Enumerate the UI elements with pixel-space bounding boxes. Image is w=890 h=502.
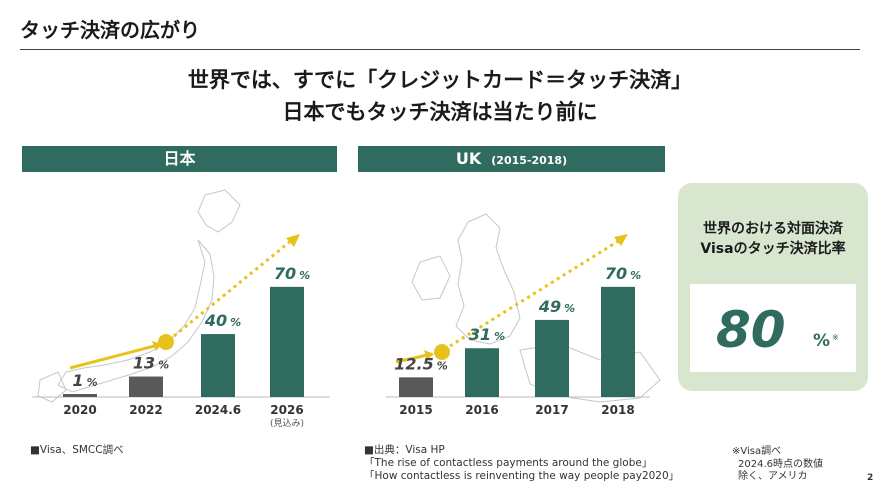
uk-bar	[601, 286, 635, 397]
uk-category-label: 2017	[535, 403, 568, 417]
uk-unit-label: %	[630, 269, 641, 282]
uk-source-line: ■出典：Visa HP	[364, 444, 445, 456]
title-divider	[20, 49, 860, 50]
global-stat-footnote-mark: ※	[832, 333, 839, 342]
japan-category-sublabel: (見込み)	[270, 418, 304, 429]
global-stat-label-line: 世界のおける対面決済	[703, 221, 843, 237]
uk-bar	[535, 319, 569, 397]
japan-category-label: 2024.6	[195, 403, 241, 417]
uk-unit-label: %	[437, 359, 448, 372]
global-stat-unit: %	[813, 331, 831, 351]
japan-bar	[63, 394, 97, 397]
japan-value-label: 13	[133, 354, 155, 373]
japan-category-label: 2026	[270, 403, 303, 417]
headline-line-1: 世界では、すでに「クレジットカード＝タッチ決済」	[187, 68, 693, 92]
japan-source: ■Visa、SMCC調べ	[30, 444, 124, 456]
japan-banner-label: 日本	[163, 149, 196, 168]
uk-source-line: 「How contactless is reinventing the way …	[364, 470, 680, 482]
global-stat-label-line: Visaのタッチ決済比率	[700, 241, 846, 257]
uk-category-label: 2016	[465, 403, 498, 417]
japan-value-label: 70	[274, 264, 296, 283]
japan-trend-arrow	[69, 234, 300, 370]
footnote: ※Visa調べ 2024.6時点の数値 除く、アメリカ	[732, 446, 823, 484]
uk-category-label: 2015	[399, 403, 432, 417]
uk-banner-label: UK	[455, 149, 482, 168]
japan-unit-label: %	[87, 376, 98, 389]
uk-banner: UK (2015-2018)	[358, 146, 665, 172]
page-number: 2	[867, 473, 874, 483]
uk-banner-period: (2015-2018)	[491, 154, 568, 167]
uk-value-label: 31	[469, 325, 491, 344]
japan-value-label: 40	[204, 311, 227, 330]
uk-source-line: 「The rise of contactless payments around…	[364, 457, 653, 469]
uk-value-label: 12.5	[394, 354, 433, 373]
japan-unit-label: %	[230, 316, 241, 329]
japan-bar	[270, 286, 304, 397]
uk-bar	[465, 348, 499, 397]
global-stat-value: 80	[716, 301, 786, 359]
global-stat-label: 世界のおける対面決済 Visaのタッチ決済比率	[678, 219, 868, 259]
uk-trend-arrow	[395, 234, 628, 364]
headline-line-2: 日本でもタッチ決済は当たり前に	[282, 100, 598, 124]
slide-title: タッチ決済の広がり	[20, 18, 200, 42]
japan-bar	[201, 334, 235, 397]
footnote-line: 除く、アメリカ	[738, 471, 808, 482]
uk-category-label: 2018	[601, 403, 634, 417]
headline: 世界では、すでに「クレジットカード＝タッチ決済」 日本でもタッチ決済は当たり前に	[160, 64, 720, 128]
uk-value-label: 70	[605, 264, 627, 283]
footnote-line: ※Visa調べ	[732, 446, 782, 457]
footnote-line: 2024.6時点の数値	[738, 458, 823, 470]
japan-map-icon	[37, 189, 241, 403]
uk-source: ■出典：Visa HP 「The rise of contactless pay…	[364, 444, 679, 483]
japan-bar	[129, 376, 163, 397]
japan-category-label: 2022	[129, 403, 162, 417]
global-stat-card: 世界のおける対面決済 Visaのタッチ決済比率 80 % ※	[678, 183, 868, 391]
japan-value-label: 1	[72, 371, 83, 390]
global-stat-panel	[690, 284, 856, 372]
japan-unit-label: %	[299, 269, 310, 282]
uk-unit-label: %	[494, 330, 505, 343]
japan-category-label: 2020	[63, 403, 96, 417]
uk-bar	[399, 377, 433, 397]
uk-value-label: 49	[538, 297, 561, 316]
japan-banner: 日本	[22, 146, 337, 172]
uk-unit-label: %	[564, 302, 575, 315]
japan-unit-label: %	[158, 359, 169, 372]
